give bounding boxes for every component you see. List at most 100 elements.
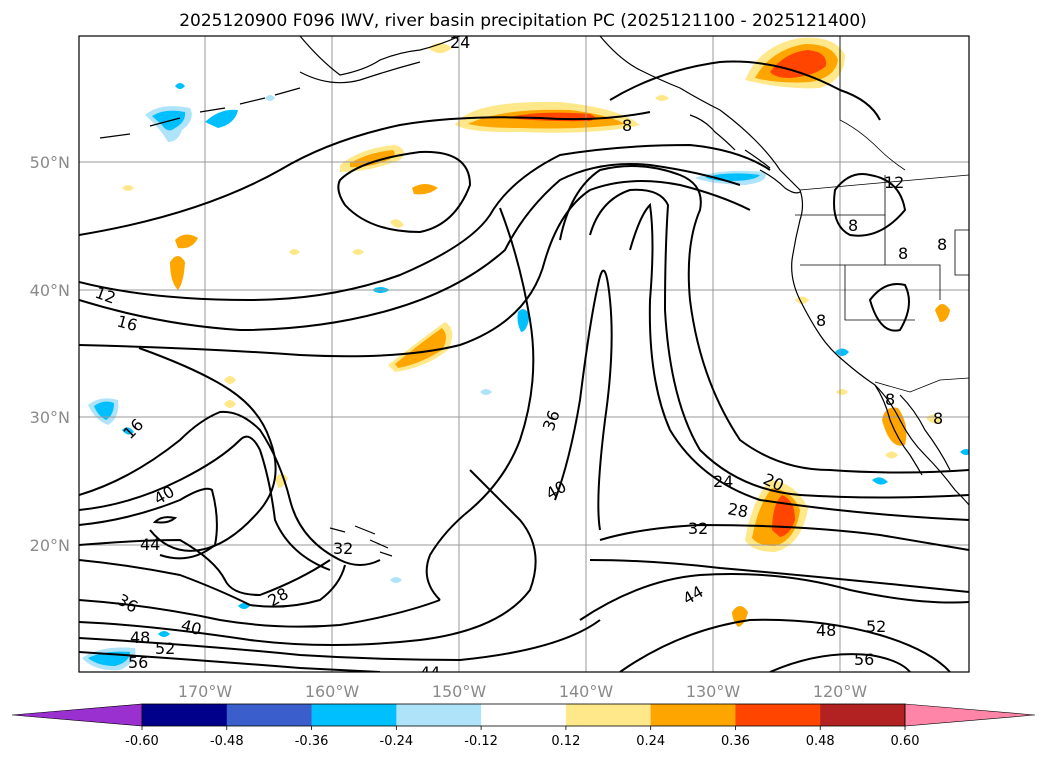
contour-label: 52 [866,617,886,636]
precip-patch-small [885,451,898,459]
contour-label: 8 [816,311,826,330]
contour-label: 8 [885,390,895,409]
colorbar-segment [650,704,736,726]
colorbar-segment [142,704,228,726]
precip-patch-aleutians [205,109,238,128]
iwv-contour [579,573,969,621]
precip-patch-small-neg [517,309,530,332]
colorbar-tick-label: -0.36 [295,734,329,749]
colorbar-segment [396,704,482,726]
iwv-contour [79,435,331,571]
precip-shading [82,37,969,671]
iwv-contour [629,202,969,521]
lon-label: 150°W [432,682,487,701]
colorbar: -0.60 -0.48 -0.36 -0.24 -0.12 0.12 0.24 0.36 0.4… [11,703,1036,749]
precip-patch-small [390,219,404,228]
contour-label: 12 [884,173,904,192]
colorbar-tick-label: 0.12 [551,734,580,749]
colorbar-tick-label: -0.24 [380,734,414,749]
iwv-contour [79,487,218,560]
colorbar-segment [735,704,821,726]
alaska-coastline [299,36,461,76]
iwv-contour [833,173,907,237]
iwv-contour [79,538,331,597]
hawaii-islands [329,525,393,557]
iwv-contour [152,516,178,524]
precip-patch-small [289,249,300,255]
colorbar-tick-label: -0.60 [125,734,159,749]
graticule [79,36,969,672]
map-frame [78,35,970,673]
precip-patch-small-neg [390,577,402,583]
iwv-contour [79,410,381,566]
precip-patch-small [175,234,198,249]
precip-patch-small [795,296,809,304]
iwv-contour [868,283,910,332]
longitude-labels: 170°W 160°W 150°W 140°W 130°W 120°W [178,682,868,701]
colorbar-tick-label: -0.12 [464,734,498,749]
precip-patch-hawaii-w [94,401,114,420]
colorbar-extend-low [11,703,143,727]
lat-label: 30°N [30,408,70,427]
iwv-contour [589,188,969,499]
west-coast [791,189,969,506]
precip-patch-small [224,376,236,384]
lon-label: 130°W [686,682,741,701]
iwv-contour [425,207,535,601]
coastlines [99,36,969,557]
precip-patch-small [224,400,236,408]
colorbar-segment [481,704,567,726]
precip-patch-small-neg [872,477,888,485]
precip-patch-small-neg [480,389,492,395]
contour-label: 56 [854,650,874,669]
se-alaska-coast [599,36,801,191]
bc-islands [689,114,771,169]
contour-label: 8 [937,235,947,254]
precip-patch-small-neg [158,631,170,637]
contour-label: 28 [726,499,749,521]
precip-patch-small-neg [960,449,969,455]
alaska-peninsula [299,61,421,84]
precip-patch-small [352,249,364,255]
iwv-contour [79,559,346,608]
contour-label: 40 [179,616,204,640]
colorbar-tick-label: -0.48 [210,734,244,749]
colorbar-tick-label: 0.24 [636,734,665,749]
contour-label: 8 [898,244,908,263]
lon-label: 160°W [305,682,360,701]
precip-patch-yukon [770,50,827,78]
colorbar-extend-high [904,703,1036,727]
mexico-border [874,377,969,393]
gulf-california [899,394,951,471]
lat-label: 50°N [30,153,70,172]
precip-patch-subtropics [395,328,446,368]
iwv-contour [609,60,881,121]
colorbar-tick-label: 0.48 [806,734,835,749]
canada-us-border [799,174,969,191]
iwv-contour [138,347,277,552]
map-panel: 12 16 16 24 20 28 32 36 40 40 44 32 28 3… [78,35,970,673]
iwv-contour [769,653,911,672]
iwv-contour [79,143,771,302]
precip-patch-small-neg [175,83,185,89]
iwv-contour [79,469,537,646]
iwv-contour [337,150,472,234]
lon-label: 140°W [559,682,614,701]
colorbar-tick-label: 0.36 [721,734,750,749]
precip-patch-small [275,474,288,488]
colorbar-segment [820,704,906,726]
contour-label: 44 [140,535,160,554]
precip-patch-small [122,185,134,191]
iwv-contour [599,523,969,551]
colorbar-frame [141,703,906,727]
lon-label: 170°W [178,682,233,701]
lat-label: 20°N [30,536,70,555]
contour-label: 24 [713,472,733,491]
precip-patch-small [412,184,438,195]
baja-peninsula [874,384,923,476]
political-borders [795,36,969,393]
contour-label: 52 [155,639,175,658]
precip-patch-midpacific [350,150,395,168]
lat-label: 40°N [30,281,70,300]
